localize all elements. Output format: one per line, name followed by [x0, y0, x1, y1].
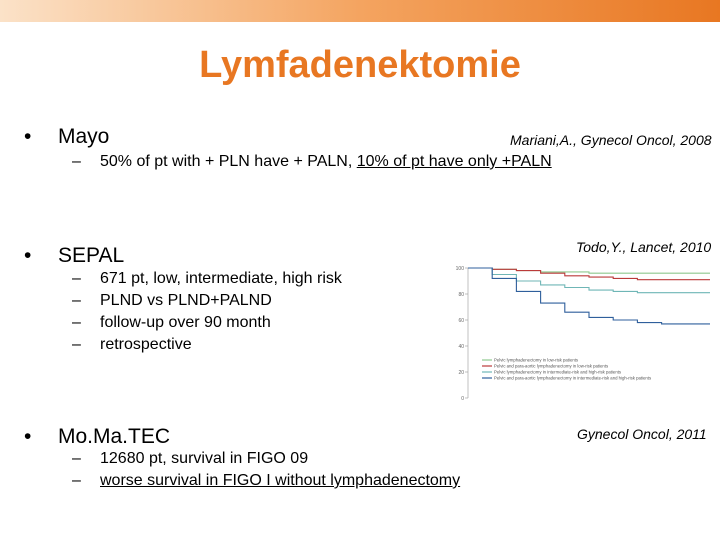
y-tick-label: 40 — [458, 344, 464, 350]
sub-text: 12680 pt, survival in FIGO 09 — [100, 450, 309, 467]
sub-marker: – — [72, 472, 81, 489]
bullet-label: Mayo — [58, 125, 110, 148]
sub-text-underlined: 10% of pt have only +PALN — [356, 153, 552, 170]
bullet-marker: • — [24, 244, 32, 267]
sub-marker: – — [72, 292, 81, 309]
sub-marker: – — [72, 314, 81, 331]
bullet-label: SEPAL — [58, 244, 125, 267]
sub-marker: – — [72, 336, 81, 353]
series-line-4 — [468, 267, 710, 325]
series-line-2 — [468, 267, 710, 281]
bullet-label: Mo.Ma.TEC — [58, 425, 171, 448]
bullet-marker: • — [24, 125, 32, 148]
sub-bullet-mayo-1: – 50% of pt with + PLN have + PALN, 10% o… — [72, 153, 552, 171]
survival-chart: 100 80 60 40 20 0 Pelvic lymphadenectomy in lo… — [456, 266, 710, 402]
sub-text: worse survival in FIGO I without lymphad… — [100, 472, 461, 489]
sub-text-plain: 50% of pt with + PLN have + PALN, — [100, 153, 357, 170]
bullet-marker: • — [24, 425, 32, 448]
reference-todo: Todo,Y., Lancet, 2010 — [576, 239, 712, 255]
top-accent-bar — [0, 0, 720, 22]
legend-label-1: Pelvic lymphadenectomy in low-risk patie… — [494, 358, 578, 363]
y-tick-label: 100 — [456, 266, 465, 272]
sub-text: 671 pt, low, intermediate, high risk — [100, 270, 342, 287]
reference-gynecol: Gynecol Oncol, 2011 — [577, 426, 707, 442]
sub-bullet-sepal-3: – follow-up over 90 month — [72, 314, 271, 332]
y-tick-label: 80 — [458, 292, 464, 298]
series-line-3 — [468, 267, 710, 294]
sub-text: follow-up over 90 month — [100, 314, 271, 331]
legend-label-2: Pelvic and para-aortic lymphadenectomy i… — [494, 364, 608, 369]
legend-label-3: Pelvic lymphadenectomy in intermediate-r… — [494, 370, 621, 375]
legend-label-4: Pelvic and para-aortic lymphadenectomy i… — [494, 376, 651, 381]
reference-mariani: Mariani,A., Gynecol Oncol, 2008 — [510, 132, 712, 148]
slide-title: Lymfadenektomie — [199, 44, 521, 86]
y-tick-label: 0 — [461, 396, 464, 402]
bullet-mayo: • Mayo — [0, 125, 109, 149]
sub-bullet-sepal-2: – PLND vs PLND+PALND — [72, 292, 272, 310]
sub-marker: – — [72, 450, 81, 467]
y-tick-label: 60 — [458, 318, 464, 324]
y-tick-label: 20 — [458, 370, 464, 376]
sub-marker: – — [72, 153, 81, 170]
sub-bullet-sepal-4: – retrospective — [72, 336, 192, 354]
sub-text: PLND vs PLND+PALND — [100, 292, 272, 309]
sub-text: retrospective — [100, 336, 192, 353]
sub-bullet-momatec-2: – worse survival in FIGO I without lympha… — [72, 472, 460, 490]
sub-marker: – — [72, 270, 81, 287]
bullet-sepal: • SEPAL — [0, 244, 124, 268]
bullet-momatec: • Mo.Ma.TEC — [0, 425, 170, 449]
sub-bullet-sepal-1: – 671 pt, low, intermediate, high risk — [72, 270, 342, 288]
sub-bullet-momatec-1: – 12680 pt, survival in FIGO 09 — [72, 450, 308, 468]
